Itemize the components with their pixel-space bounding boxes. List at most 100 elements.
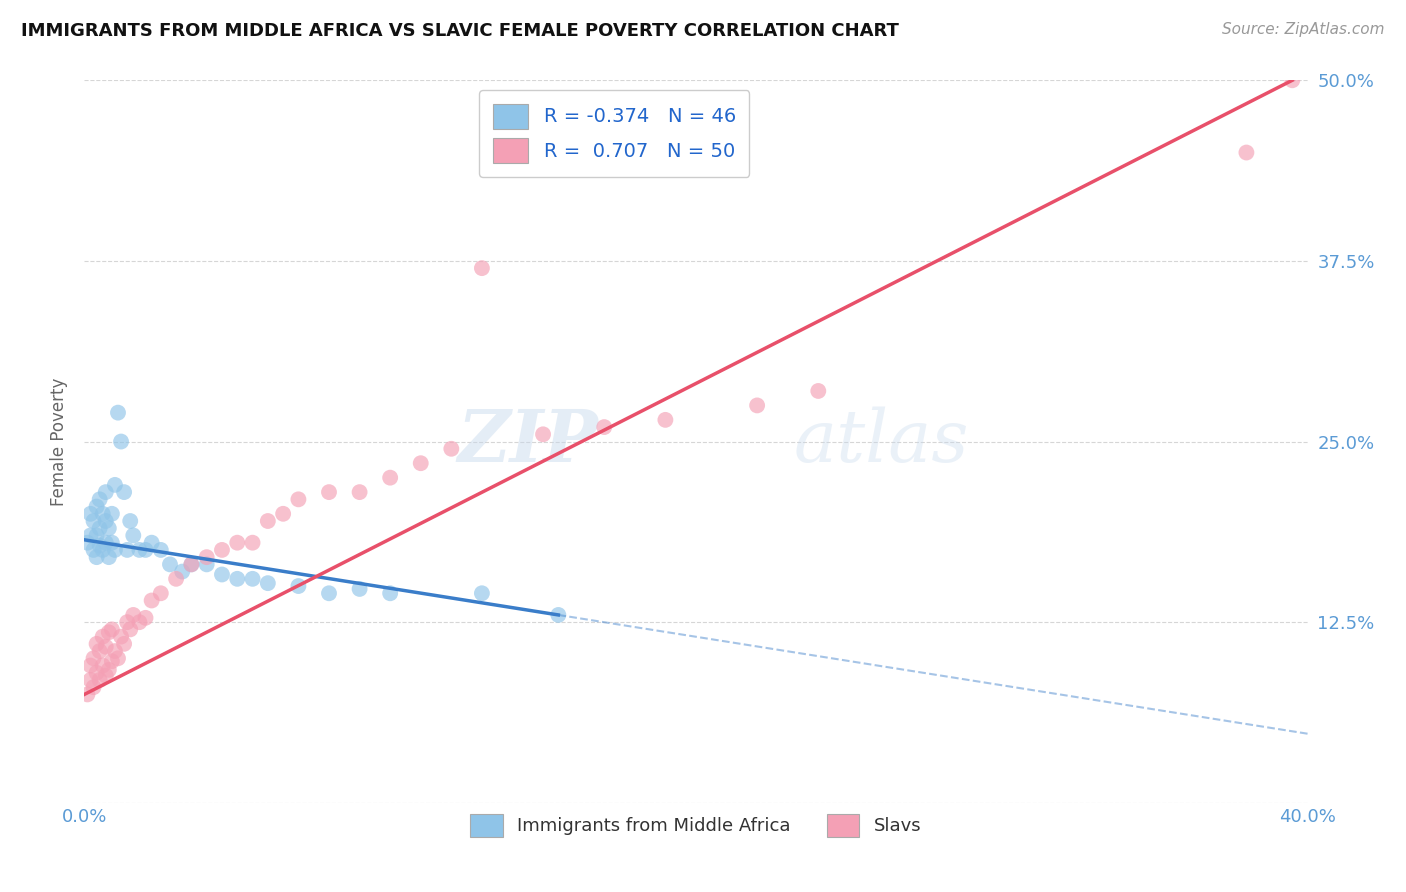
Point bbox=[89, 644, 111, 658]
Point bbox=[593, 420, 616, 434]
Point bbox=[149, 542, 172, 557]
Point bbox=[1281, 73, 1303, 87]
Point bbox=[76, 535, 98, 549]
Text: ZIP: ZIP bbox=[457, 406, 598, 477]
Point bbox=[242, 572, 264, 586]
Point bbox=[547, 607, 569, 622]
Point bbox=[141, 593, 163, 607]
Text: IMMIGRANTS FROM MIDDLE AFRICA VS SLAVIC FEMALE POVERTY CORRELATION CHART: IMMIGRANTS FROM MIDDLE AFRICA VS SLAVIC … bbox=[21, 22, 898, 40]
Point bbox=[120, 623, 142, 637]
Point bbox=[115, 542, 138, 557]
Point bbox=[1236, 145, 1258, 160]
Point bbox=[318, 586, 340, 600]
Point bbox=[211, 567, 233, 582]
Point bbox=[97, 550, 120, 565]
Point bbox=[104, 542, 127, 557]
Point bbox=[195, 558, 218, 572]
Point bbox=[440, 442, 463, 456]
Point bbox=[112, 637, 135, 651]
Point bbox=[76, 687, 98, 701]
Point bbox=[128, 615, 150, 630]
Point bbox=[110, 434, 132, 449]
Point bbox=[242, 535, 264, 549]
Point bbox=[86, 665, 108, 680]
Point bbox=[89, 539, 111, 553]
Point bbox=[107, 651, 129, 665]
Point bbox=[86, 637, 108, 651]
Point bbox=[135, 542, 157, 557]
Point bbox=[349, 582, 371, 596]
Point bbox=[83, 680, 105, 694]
Point bbox=[94, 535, 117, 549]
Point bbox=[89, 673, 111, 687]
Point bbox=[226, 535, 249, 549]
Point bbox=[79, 507, 101, 521]
Point bbox=[149, 586, 172, 600]
Point bbox=[471, 586, 494, 600]
Point bbox=[104, 478, 127, 492]
Point bbox=[107, 406, 129, 420]
Point bbox=[122, 528, 145, 542]
Y-axis label: Female Poverty: Female Poverty bbox=[51, 377, 69, 506]
Point bbox=[180, 558, 202, 572]
Point bbox=[287, 492, 309, 507]
Point bbox=[380, 586, 402, 600]
Point bbox=[83, 542, 105, 557]
Point bbox=[195, 550, 218, 565]
Point bbox=[101, 507, 124, 521]
Point bbox=[101, 654, 124, 668]
Point bbox=[172, 565, 194, 579]
Point bbox=[97, 625, 120, 640]
Point bbox=[257, 576, 280, 591]
Point bbox=[409, 456, 432, 470]
Point bbox=[112, 485, 135, 500]
Point bbox=[94, 668, 117, 682]
Point bbox=[257, 514, 280, 528]
Point bbox=[165, 572, 187, 586]
Point bbox=[97, 663, 120, 677]
Point bbox=[97, 521, 120, 535]
Point bbox=[83, 651, 105, 665]
Point bbox=[94, 485, 117, 500]
Point bbox=[141, 535, 163, 549]
Text: Source: ZipAtlas.com: Source: ZipAtlas.com bbox=[1222, 22, 1385, 37]
Point bbox=[349, 485, 371, 500]
Point bbox=[94, 640, 117, 654]
Point bbox=[86, 500, 108, 514]
Point bbox=[89, 492, 111, 507]
Point bbox=[287, 579, 309, 593]
Point bbox=[226, 572, 249, 586]
Point bbox=[79, 673, 101, 687]
Point bbox=[83, 514, 105, 528]
Point bbox=[120, 514, 142, 528]
Point bbox=[91, 658, 114, 673]
Point bbox=[94, 514, 117, 528]
Point bbox=[180, 558, 202, 572]
Point bbox=[271, 507, 294, 521]
Point bbox=[380, 470, 402, 484]
Point bbox=[471, 261, 494, 276]
Point bbox=[747, 398, 769, 412]
Point bbox=[79, 658, 101, 673]
Point bbox=[89, 521, 111, 535]
Point bbox=[318, 485, 340, 500]
Point bbox=[86, 528, 108, 542]
Point bbox=[104, 644, 127, 658]
Point bbox=[531, 427, 554, 442]
Point bbox=[91, 542, 114, 557]
Point bbox=[654, 413, 676, 427]
Point bbox=[86, 550, 108, 565]
Legend: Immigrants from Middle Africa, Slavs: Immigrants from Middle Africa, Slavs bbox=[463, 806, 929, 845]
Point bbox=[91, 630, 114, 644]
Point bbox=[115, 615, 138, 630]
Point bbox=[159, 558, 181, 572]
Point bbox=[79, 528, 101, 542]
Point bbox=[110, 630, 132, 644]
Text: atlas: atlas bbox=[794, 406, 969, 477]
Point bbox=[128, 542, 150, 557]
Point bbox=[807, 384, 830, 398]
Point bbox=[211, 542, 233, 557]
Point bbox=[122, 607, 145, 622]
Point bbox=[101, 623, 124, 637]
Point bbox=[101, 535, 124, 549]
